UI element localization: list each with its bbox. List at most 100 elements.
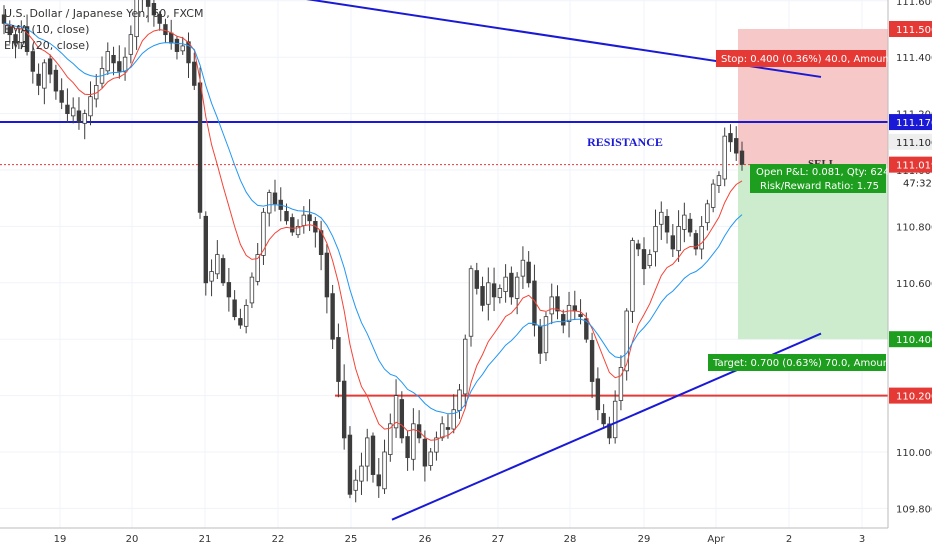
candle-up xyxy=(128,34,134,55)
candle-up xyxy=(503,276,508,292)
candle-up xyxy=(388,423,393,455)
candle-down xyxy=(578,314,583,318)
candle-down xyxy=(641,249,647,270)
candle-down xyxy=(399,399,405,439)
ema20-line xyxy=(3,22,743,415)
candle-down xyxy=(474,270,479,289)
candle-down xyxy=(670,235,676,250)
candle-down xyxy=(59,90,64,103)
candle-up xyxy=(676,225,681,252)
candle-up xyxy=(520,259,526,277)
x-tick-label: 26 xyxy=(419,534,432,545)
candle-up xyxy=(624,310,629,372)
candle-down xyxy=(664,215,670,233)
candle-down xyxy=(186,41,191,64)
candle-up xyxy=(486,282,491,305)
resistance-price-tag: 111.170 xyxy=(889,114,932,131)
trendlines[interactable] xyxy=(20,0,822,521)
candle-down xyxy=(192,61,197,86)
candle-up xyxy=(243,304,249,327)
y-tick-label: 111.400 xyxy=(896,53,932,64)
candle-down xyxy=(53,69,59,92)
candle-down xyxy=(509,272,514,298)
candle-down xyxy=(526,261,531,284)
candle-up xyxy=(699,225,704,250)
candle-down xyxy=(65,104,70,114)
candle-up xyxy=(365,437,370,467)
candle-down xyxy=(589,340,595,382)
candle-up xyxy=(549,296,554,315)
y-tick-label: 110.600 xyxy=(896,279,932,290)
candle-down xyxy=(491,283,497,298)
x-tick-label: 25 xyxy=(345,534,358,545)
candle-up xyxy=(411,423,416,460)
candle-up xyxy=(215,254,220,275)
candle-down xyxy=(405,436,410,459)
x-tick-label: 27 xyxy=(492,534,505,545)
entry-price-tag-text: 111.019 xyxy=(896,161,932,172)
stop-zone xyxy=(738,29,888,165)
ema20-legend: EMA (20, close) xyxy=(4,39,90,52)
candle-up xyxy=(630,240,635,312)
support-price-tag: 110.200 xyxy=(889,387,932,404)
candle-down xyxy=(145,0,151,7)
candle-down xyxy=(601,413,606,425)
candle-down xyxy=(163,24,168,36)
stop-price-tag: 111.500 xyxy=(889,21,932,37)
candle-up xyxy=(457,389,462,411)
candle-down xyxy=(313,221,318,233)
candle-down xyxy=(636,243,641,250)
candle-up xyxy=(710,183,716,208)
candle-up xyxy=(295,225,301,236)
entry-price-tag: 111.019 xyxy=(889,156,932,173)
candle-up xyxy=(463,338,468,395)
candle-up xyxy=(653,225,658,253)
candle-down xyxy=(30,51,36,72)
stop-info-text: Stop: 0.400 (0.36%) 40.0, Amount: xyxy=(721,54,896,65)
candle-up xyxy=(428,451,433,466)
y-tick-label: 111.600 xyxy=(896,0,932,8)
candle-down xyxy=(197,82,203,213)
candle-down xyxy=(687,218,693,233)
candle-down xyxy=(445,427,451,430)
resistance-label: RESISTANCE xyxy=(587,135,663,149)
candle-down xyxy=(538,326,543,354)
candle-up xyxy=(722,135,727,180)
ema-lines xyxy=(3,22,743,441)
candle-up xyxy=(359,465,364,482)
stop-price-tag-bg xyxy=(889,21,932,37)
stop-price-tag-text: 111.500 xyxy=(896,25,932,36)
candle-down xyxy=(341,380,347,439)
candle-down xyxy=(595,378,601,411)
candle-up xyxy=(353,479,358,491)
x-tick-label: 20 xyxy=(126,534,139,545)
candle-down xyxy=(284,211,289,222)
candle-up xyxy=(88,96,93,117)
candle-up xyxy=(543,316,549,354)
candle-down xyxy=(157,14,162,24)
candle-up xyxy=(209,271,214,282)
candle-up xyxy=(705,203,710,224)
candle-down xyxy=(36,73,41,86)
x-tick-label: 2 xyxy=(786,534,792,545)
x-tick-label: 19 xyxy=(54,534,67,545)
candle-down xyxy=(290,217,295,233)
price-tags: 111.500 111.170 111.100 111.019 47:32 110.400… xyxy=(889,21,932,404)
resistance-price-tag-bg xyxy=(889,114,932,131)
candle-up xyxy=(434,437,439,453)
candle-up xyxy=(70,107,76,117)
target-zone xyxy=(738,164,888,340)
candle-up xyxy=(249,276,255,304)
support-price-tag-text: 110.200 xyxy=(896,392,932,403)
candle-up xyxy=(255,254,260,282)
target-price-tag: 110.400 xyxy=(889,331,932,348)
candle-down xyxy=(307,214,312,222)
candle-up xyxy=(393,395,399,429)
candle-up xyxy=(105,51,110,72)
candle-down xyxy=(232,299,237,318)
candle-up xyxy=(382,451,387,490)
candle-up xyxy=(647,254,652,266)
candle-down xyxy=(693,233,699,250)
